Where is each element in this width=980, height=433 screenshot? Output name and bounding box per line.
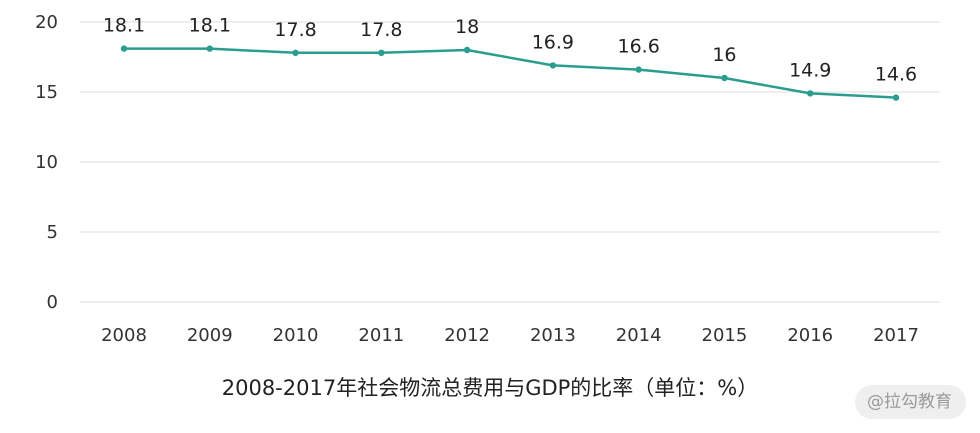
y-tick-label-15: 15 (35, 82, 58, 103)
data-point-2017 (892, 94, 900, 101)
x-tick-label-2010: 2010 (273, 325, 319, 346)
data-label-2015: 16 (712, 44, 736, 66)
x-tick-label-2013: 2013 (530, 325, 576, 346)
chart-title: 2008-2017年社会物流总费用与GDP的比率（单位：%） (221, 376, 759, 400)
x-tick-label-2016: 2016 (787, 325, 833, 346)
data-point-2011 (378, 49, 385, 56)
watermark-logo: @拉勾教育 (855, 385, 966, 419)
y-tick-label-5: 5 (47, 222, 58, 243)
x-tick-label-2012: 2012 (444, 325, 490, 346)
data-point-2014 (635, 66, 642, 73)
data-label-2008: 18.1 (103, 15, 145, 37)
data-label-2016: 14.9 (789, 59, 831, 81)
x-tick-label-2017: 2017 (873, 325, 919, 346)
data-point-2009 (206, 45, 213, 52)
data-point-2013 (549, 62, 557, 69)
data-point-2016 (807, 90, 814, 97)
x-tick-label-2015: 2015 (702, 325, 748, 346)
data-label-2013: 16.9 (532, 31, 574, 53)
data-label-2010: 17.8 (274, 19, 316, 41)
y-tick-label-0: 0 (47, 292, 58, 313)
x-tick-label-2014: 2014 (616, 325, 662, 346)
y-tick-label-10: 10 (35, 152, 58, 173)
x-tick-label-2011: 2011 (358, 325, 404, 346)
data-label-2017: 14.6 (875, 64, 917, 86)
data-point-2015 (721, 74, 728, 82)
data-label-2009: 18.1 (189, 15, 231, 37)
y-tick-label-20: 20 (35, 12, 58, 33)
x-tick-label-2009: 2009 (187, 325, 233, 346)
data-point-2008 (120, 45, 128, 52)
line-chart: 0 5 10 15 20 2008 2009 2010 2011 2012 2013 2014 2015… (35, 12, 940, 346)
series-line (124, 47, 897, 99)
data-point-2010 (292, 49, 299, 56)
data-label-2011: 17.8 (360, 19, 402, 41)
x-tick-label-2008: 2008 (101, 325, 147, 346)
data-point-2012 (463, 46, 471, 54)
data-label-2014: 16.6 (618, 36, 660, 58)
data-label-2012: 18 (455, 16, 479, 38)
